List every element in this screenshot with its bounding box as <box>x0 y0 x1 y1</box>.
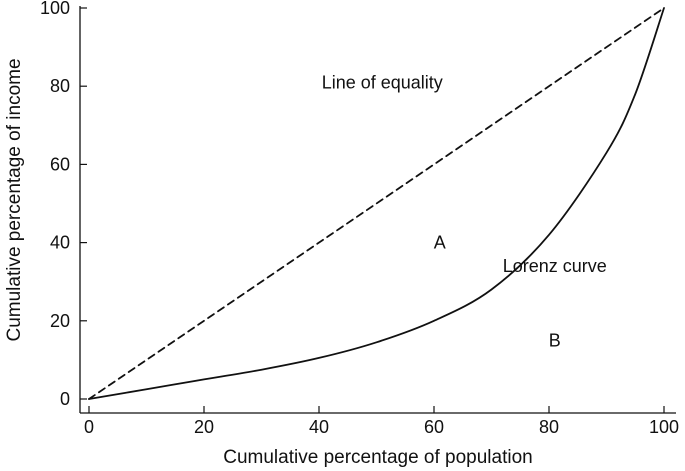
x-tick-label: 80 <box>539 417 559 437</box>
x-axis-label: Cumulative percentage of population <box>223 447 532 468</box>
lorenz-curve-line <box>88 7 665 400</box>
y-axis-label: Cumulative percentage of income <box>4 58 25 341</box>
x-tick-label: 40 <box>309 417 329 437</box>
y-tick-label: 60 <box>50 154 70 174</box>
series-group <box>88 7 665 400</box>
axes <box>79 6 676 414</box>
y-tick-label: 80 <box>50 76 70 96</box>
x-axis-ticks: 0 20 40 60 80 100 <box>84 406 679 437</box>
y-tick-label: 100 <box>40 0 70 18</box>
y-tick-label: 40 <box>50 233 70 253</box>
annotation-label: Line of equality <box>322 72 443 92</box>
y-axis-ticks: 0 20 40 60 80 100 <box>40 0 87 409</box>
x-tick-label: 20 <box>194 417 214 437</box>
y-tick-label: 0 <box>60 389 70 409</box>
annotation-label: A <box>434 233 446 253</box>
y-tick-label: 20 <box>50 311 70 331</box>
x-tick-label: 0 <box>84 417 94 437</box>
x-tick-label: 60 <box>424 417 444 437</box>
annotations: Line of equality A Lorenz curve B <box>322 72 607 350</box>
annotation-label: B <box>549 330 561 350</box>
equality-line <box>88 7 665 400</box>
annotation-label: Lorenz curve <box>503 256 607 276</box>
x-tick-label: 100 <box>649 417 679 437</box>
